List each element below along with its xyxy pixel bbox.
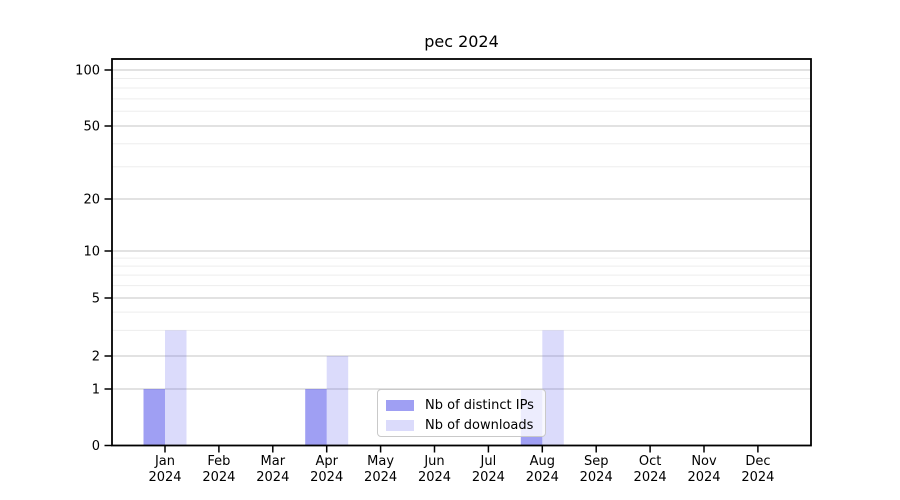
x-tick-label-year: 2024 <box>148 470 181 485</box>
x-tick-label-month: Oct <box>639 454 661 469</box>
x-tick-label-year: 2024 <box>687 470 720 485</box>
legend-swatch-distinct-ips <box>386 400 414 411</box>
x-tick-label-year: 2024 <box>741 470 774 485</box>
y-tick-label: 10 <box>83 245 100 260</box>
chart-title: pec 2024 <box>424 32 499 51</box>
y-tick-label: 1 <box>92 383 100 398</box>
bar-distinct-ips-apr <box>305 389 327 446</box>
x-tick-label-year: 2024 <box>310 470 343 485</box>
x-tick-label-month: Jul <box>480 454 497 469</box>
x-tick-label-year: 2024 <box>256 470 289 485</box>
legend-label-distinct-ips: Nb of distinct IPs <box>425 398 534 413</box>
y-axis: 0 1 2 5 10 20 50 100 <box>75 64 112 454</box>
x-tick-label-year: 2024 <box>364 470 397 485</box>
legend-row-downloads: Nb of downloads <box>386 417 537 434</box>
x-tick-label-year: 2024 <box>634 470 667 485</box>
x-tick-label-year: 2024 <box>580 470 613 485</box>
bar-distinct-ips-jan <box>143 389 165 446</box>
legend-row-distinct-ips: Nb of distinct IPs <box>386 397 537 414</box>
x-tick-label-month: Feb <box>207 454 230 469</box>
x-tick-label-year: 2024 <box>472 470 505 485</box>
x-tick-label-year: 2024 <box>418 470 451 485</box>
x-tick-label-month: Aug <box>530 454 555 469</box>
legend: Nb of distinct IPs Nb of downloads <box>377 389 546 437</box>
legend-label-downloads: Nb of downloads <box>425 418 534 433</box>
legend-swatch-downloads <box>386 420 414 431</box>
y-tick-label: 2 <box>92 350 100 365</box>
x-tick-label-year: 2024 <box>202 470 235 485</box>
x-tick-label-month: May <box>367 454 394 469</box>
y-tick-label: 0 <box>92 439 100 454</box>
major-gridlines <box>112 69 811 390</box>
y-tick-label: 100 <box>75 64 100 79</box>
x-tick-label-month: Apr <box>315 454 338 469</box>
bar-downloads-aug <box>542 330 564 446</box>
bar-downloads-apr <box>326 356 349 446</box>
bar-downloads-jan <box>165 330 187 446</box>
x-tick-label-month: Jan <box>154 454 175 469</box>
x-axis: Jan2024Feb2024Mar2024Apr2024May2024Jun20… <box>148 445 774 485</box>
x-tick-label-year: 2024 <box>526 470 559 485</box>
plot-border <box>111 58 812 447</box>
minor-gridlines <box>112 78 811 331</box>
x-tick-label-month: Nov <box>691 454 717 469</box>
y-tick-label: 5 <box>92 292 100 307</box>
x-tick-label-month: Mar <box>261 454 286 469</box>
x-tick-label-month: Sep <box>584 454 609 469</box>
x-tick-label-month: Dec <box>745 454 770 469</box>
y-tick-label: 20 <box>83 193 100 208</box>
x-tick-label-month: Jun <box>423 454 444 469</box>
y-tick-label: 50 <box>83 120 100 135</box>
